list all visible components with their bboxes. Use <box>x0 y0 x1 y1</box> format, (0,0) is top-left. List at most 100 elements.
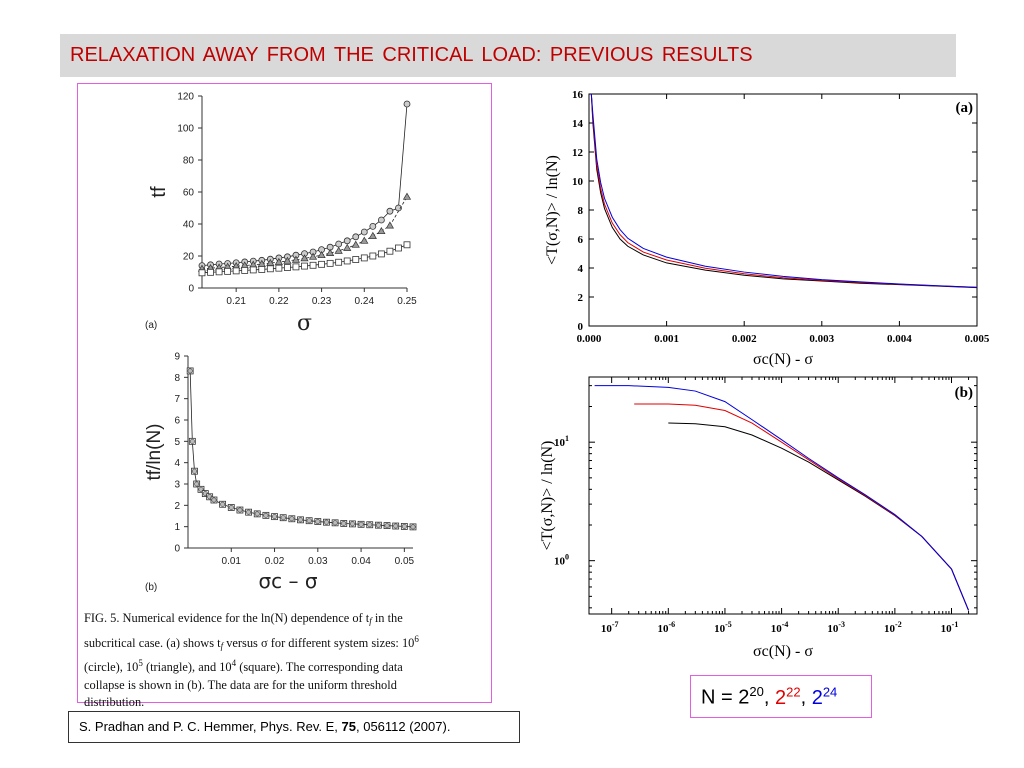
marker-square <box>292 263 300 271</box>
x-tick-label: 0.23 <box>312 296 332 307</box>
marker-triangle <box>377 227 386 235</box>
x-tick-label: 0.002 <box>732 333 757 345</box>
y-tick-label: 1 <box>174 522 180 533</box>
series-line <box>590 93 978 289</box>
paper-figure-frame <box>77 83 492 703</box>
y-tick-label: 6 <box>174 416 180 427</box>
y-tick-label: 8 <box>578 205 584 217</box>
marker-circle <box>403 100 411 108</box>
marker-circle <box>367 522 373 528</box>
marker-square <box>377 250 385 258</box>
legend-base-3: 2 <box>811 686 823 709</box>
legend-exp-1: 20 <box>749 684 764 699</box>
marker-square <box>241 266 249 274</box>
y-tick-label: 14 <box>572 118 584 130</box>
x-axis-label: σ <box>297 311 312 336</box>
marker-circle <box>393 523 399 529</box>
marker-circle <box>377 216 385 224</box>
x-tick-label: 0.03 <box>308 556 328 567</box>
marker-triangle <box>368 231 377 239</box>
y-tick-label: 16 <box>572 89 584 101</box>
x-tick-label: 0.25 <box>397 296 417 307</box>
x-tick-label: 0.000 <box>577 333 602 345</box>
y-tick-label: 9 <box>174 352 180 363</box>
marker-circle <box>298 517 304 523</box>
marker-square <box>395 244 402 252</box>
x-axis-label: σc – σ <box>258 569 317 593</box>
panel-label: (a) <box>956 100 974 116</box>
marker-circle <box>263 512 269 518</box>
marker-circle <box>194 481 200 487</box>
x-tick-label: 0.22 <box>269 296 289 307</box>
y-tick-label: 12 <box>572 147 584 159</box>
marker-square <box>232 267 240 275</box>
series-line <box>594 385 970 611</box>
y-tick-label: 101 <box>554 434 569 449</box>
chart-right-a: 0 2 4 6 8 10 12 14 16 0.000 0.001 0.002 0.003 0.004 0.… <box>544 89 990 368</box>
y-tick-label: 5 <box>174 437 180 448</box>
marker-circle <box>341 520 347 526</box>
marker-triangle <box>274 257 283 265</box>
x-tick-label: 10-7 <box>601 620 619 635</box>
x-tick-label: 0.005 <box>965 333 990 345</box>
y-tick-label: 0 <box>174 544 180 555</box>
chart-left-b: 0 1 2 3 4 5 6 7 8 9 0.01 0.02 0.03 0.04 0.05 σc – σ tf/l… <box>144 352 417 593</box>
y-tick-label: 3 <box>174 480 180 491</box>
legend-prefix: N = <box>701 686 739 709</box>
marker-circle <box>220 501 226 507</box>
marker-square <box>198 269 206 277</box>
x-tick-label: 0.001 <box>654 333 679 345</box>
x-tick-label: 0.05 <box>395 556 415 567</box>
y-tick-label: 6 <box>578 234 584 246</box>
marker-circle <box>358 521 364 527</box>
x-tick-label: 10-6 <box>657 620 675 635</box>
marker-circle <box>375 522 381 528</box>
panel-label: (b) <box>145 582 157 593</box>
marker-square <box>309 261 317 269</box>
marker-circle <box>280 515 286 521</box>
marker-circle <box>369 222 377 230</box>
figure-caption: FIG. 5. Numerical evidence for the ln(N)… <box>84 611 419 710</box>
marker-square <box>403 241 411 249</box>
y-tick-label: 4 <box>578 263 584 275</box>
series-line <box>590 93 978 288</box>
x-tick-label: 10-4 <box>771 620 789 635</box>
marker-circle <box>189 438 195 444</box>
marker-triangle <box>402 192 412 200</box>
y-tick-label: 7 <box>174 394 180 405</box>
reference-volume: 75 <box>341 719 356 734</box>
y-axis-label: <T(σ,N)> / ln(N) <box>539 441 556 551</box>
marker-square <box>343 257 351 265</box>
marker-circle <box>228 504 234 510</box>
marker-square <box>224 267 232 275</box>
y-tick-label: 0 <box>188 284 194 295</box>
x-tick-label: 0.01 <box>222 556 242 567</box>
y-tick-label: 8 <box>174 373 180 384</box>
marker-triangle <box>334 246 343 254</box>
series-line-circle <box>201 103 408 266</box>
marker-circle <box>315 519 321 525</box>
y-axis-label: tf <box>148 186 170 198</box>
marker-square <box>207 268 214 276</box>
marker-square <box>266 265 274 273</box>
marker-triangle <box>351 240 360 248</box>
marker-square <box>352 256 360 263</box>
y-tick-label: 4 <box>174 458 180 469</box>
marker-circle <box>386 207 394 215</box>
x-axis-label: σc(N) - σ <box>753 351 813 368</box>
marker-circle <box>289 516 295 522</box>
y-axis-label: tf/ln(N) <box>144 424 165 481</box>
y-tick-label: 20 <box>183 252 195 263</box>
marker-circle <box>254 511 260 517</box>
marker-triangle <box>343 243 352 251</box>
panel-label: (a) <box>145 320 157 331</box>
marker-square <box>275 264 283 272</box>
marker-circle <box>332 520 338 526</box>
y-tick-label: 100 <box>554 553 569 568</box>
x-tick-label: 0.21 <box>226 296 246 307</box>
y-tick-label: 100 <box>177 124 194 135</box>
marker-square <box>258 266 266 273</box>
marker-circle <box>343 237 351 245</box>
marker-circle <box>360 228 368 236</box>
x-tick-label: 0.04 <box>351 556 371 567</box>
